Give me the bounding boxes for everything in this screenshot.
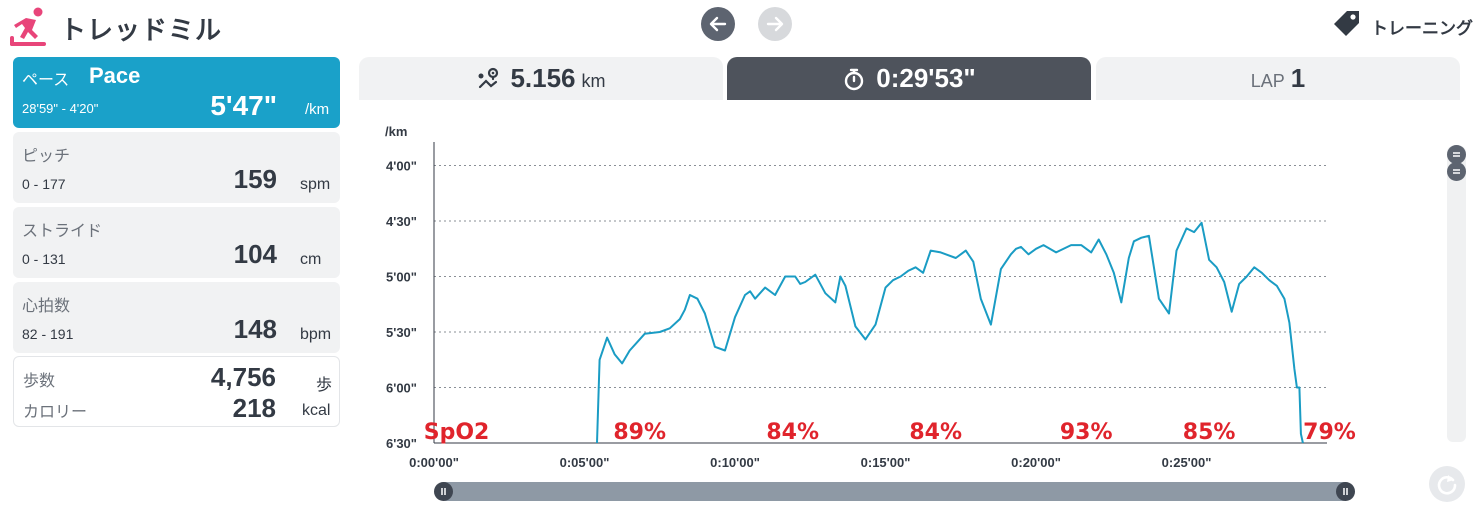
metric-label: ペース: [22, 72, 70, 89]
reset-icon: [1437, 475, 1457, 495]
metric-value: 148: [233, 314, 277, 344]
x-tick-label: 0:15'00": [861, 455, 911, 470]
calories-label: カロリー: [23, 404, 88, 421]
spo2-annotation: 79%: [1303, 420, 1356, 445]
distance-value: 5.156: [510, 63, 576, 93]
tab-distance[interactable]: 5.156 km: [359, 57, 723, 100]
tab-time[interactable]: 0:29'53": [727, 57, 1091, 100]
steps-unit: 歩: [316, 377, 333, 394]
vertical-scroll-handle-bottom[interactable]: [1447, 162, 1466, 181]
metric-unit: spm: [300, 176, 331, 193]
spo2-annotation: 89%: [613, 420, 666, 445]
tab-lap[interactable]: LAP 1: [1096, 57, 1460, 100]
lap-value: 1: [1290, 63, 1306, 93]
treadmill-runner-icon: [8, 6, 50, 50]
horizontal-range-slider[interactable]: [436, 482, 1353, 501]
steps-label: 歩数: [23, 373, 56, 390]
tag-icon[interactable]: [1330, 6, 1364, 40]
lap-label: LAP: [1250, 71, 1285, 91]
metric-range: 28'59" - 4'20": [22, 101, 99, 116]
calories-unit: kcal: [302, 402, 331, 419]
metric-label: ストライド: [22, 223, 103, 240]
y-tick-label: 5'30": [386, 325, 417, 340]
spo2-annotation: 85%: [1183, 420, 1236, 445]
vertical-scroll-handle-top[interactable]: [1447, 145, 1466, 164]
metric-card-pace[interactable]: ペース Pace 28'59" - 4'20" 5'47" /km: [13, 57, 340, 128]
metric-value: 5'47": [210, 90, 277, 121]
arrow-left-icon: [709, 16, 727, 32]
page-title: トレッドミル: [60, 15, 223, 45]
pace-line: [596, 221, 1304, 444]
metric-unit: bpm: [300, 326, 332, 343]
y-tick-label: 6'30": [386, 436, 417, 451]
range-handle-end[interactable]: [1336, 482, 1355, 501]
y-axis-label: /km: [385, 124, 407, 139]
metric-value: 159: [233, 164, 277, 194]
metric-label: ピッチ: [22, 148, 71, 165]
stopwatch-icon: [842, 67, 866, 91]
back-button[interactable]: [701, 7, 735, 41]
spo2-annotation: 84%: [766, 420, 819, 445]
pause-handle-icon: [441, 488, 446, 495]
metric-range: 0 - 131: [22, 251, 66, 267]
route-icon: [476, 67, 500, 91]
vertical-scrollbar[interactable]: [1447, 146, 1466, 442]
x-tick-label: 0:10'00": [710, 455, 760, 470]
metric-unit: cm: [300, 251, 322, 268]
spo2-annotation: 84%: [909, 420, 962, 445]
summary-card: 歩数 4,756 歩 カロリー 218 kcal: [13, 356, 340, 427]
metric-unit: /km: [305, 101, 330, 118]
y-tick-label: 4'30": [386, 214, 417, 229]
arrow-right-icon: [766, 16, 784, 32]
metric-card-heart-rate[interactable]: 心拍数 82 - 191 148 bpm: [13, 282, 340, 353]
x-tick-label: 0:05'00": [560, 455, 610, 470]
metric-value: 104: [233, 239, 277, 269]
y-tick-label: 6'00": [386, 381, 417, 396]
range-handle-start[interactable]: [434, 482, 453, 501]
forward-button[interactable]: [758, 7, 792, 41]
y-tick-label: 5'00": [386, 270, 417, 285]
pace-chart: /km 4'00" 4'30" 5'00" 5'30" 6'00" 6'30" 0:00'00…: [385, 124, 1356, 470]
metric-card-stride[interactable]: ストライド 0 - 131 104 cm: [13, 207, 340, 278]
x-tick-label: 0:25'00": [1162, 455, 1212, 470]
y-tick-label: 4'00": [386, 159, 417, 174]
distance-unit: km: [581, 71, 606, 91]
drag-handle-icon: [1453, 169, 1460, 174]
metric-label: 心拍数: [22, 298, 71, 315]
spo2-annotation: 93%: [1060, 420, 1113, 445]
reset-button[interactable]: [1429, 466, 1465, 502]
pause-handle-icon: [1343, 488, 1348, 495]
steps-value: 4,756: [210, 362, 276, 392]
calories-value: 218: [232, 393, 276, 423]
training-button[interactable]: トレーニング: [1371, 19, 1473, 38]
metric-label-en: Pace: [89, 63, 141, 88]
metric-card-pitch[interactable]: ピッチ 0 - 177 159 spm: [13, 132, 340, 203]
spo2-annotation: SpO2: [424, 420, 490, 445]
x-tick-label: 0:00'00": [409, 455, 459, 470]
metric-range: 0 - 177: [22, 176, 66, 192]
time-value: 0:29'53": [876, 63, 976, 93]
x-tick-label: 0:20'00": [1011, 455, 1061, 470]
drag-handle-icon: [1453, 152, 1460, 157]
metric-range: 82 - 191: [22, 326, 74, 342]
